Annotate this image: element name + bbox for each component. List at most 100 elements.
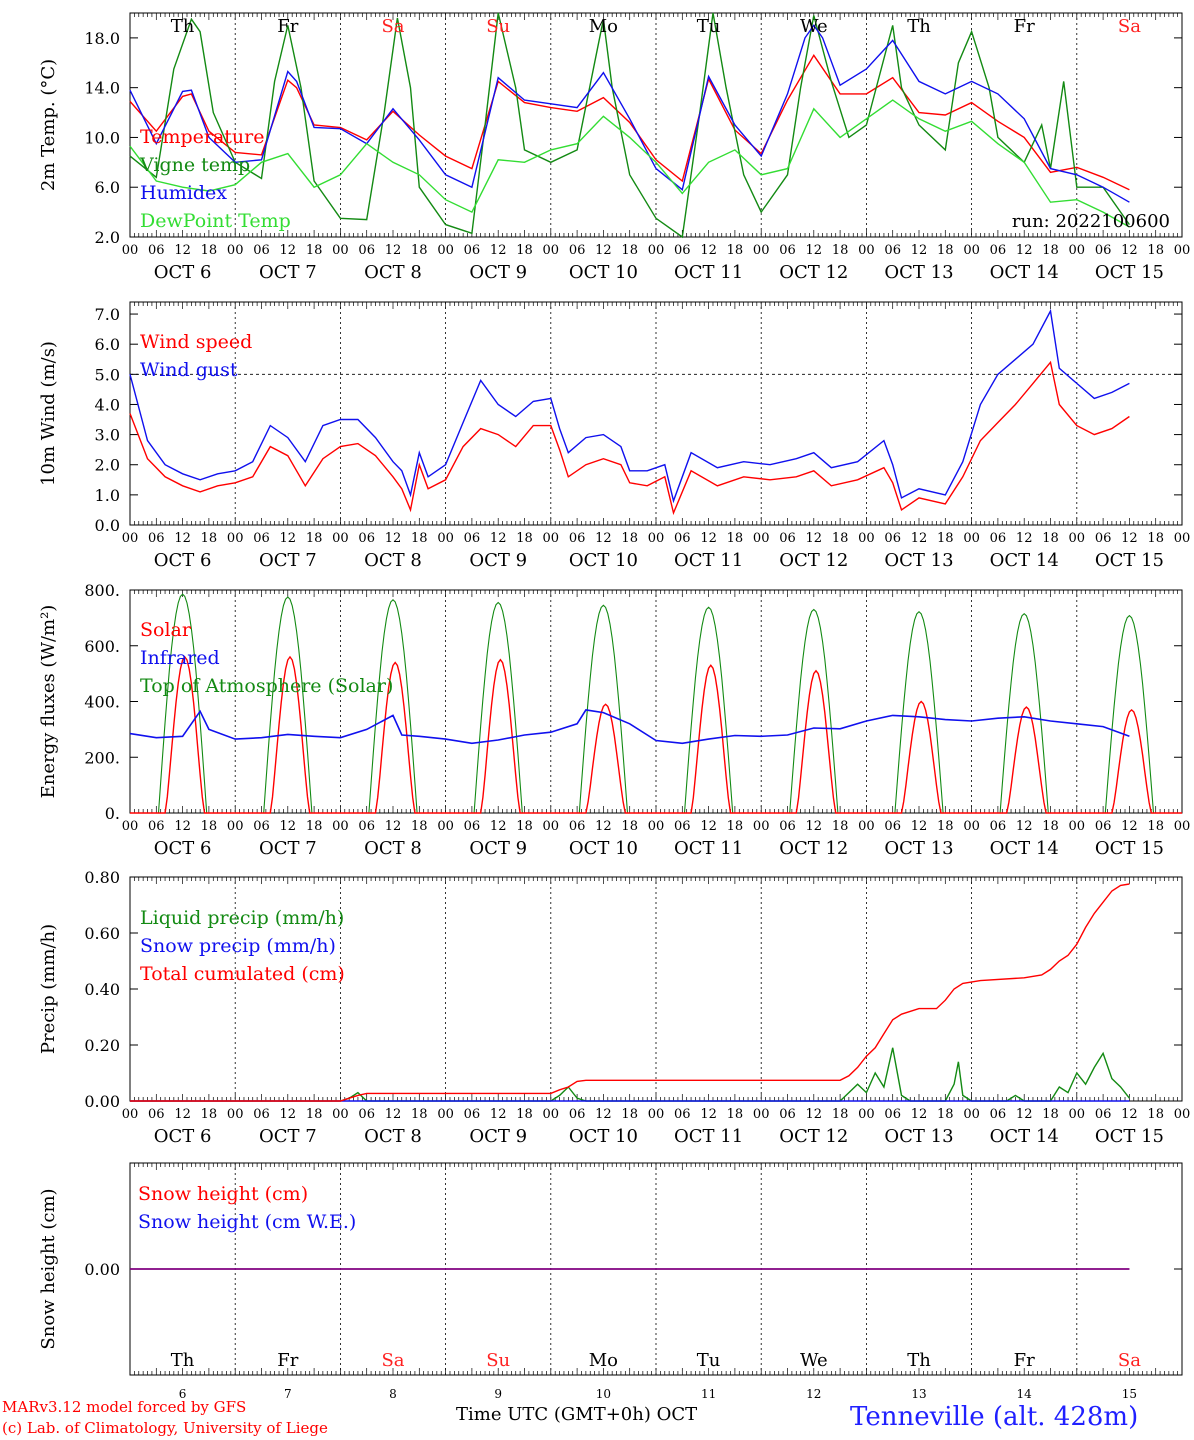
precip-hour-label: 00 <box>227 1107 244 1122</box>
precip-hour-label: 12 <box>806 1107 823 1122</box>
day-letter-top: We <box>800 16 828 37</box>
wind-hour-label: 06 <box>148 531 165 546</box>
wind-hour-label: 00 <box>963 531 980 546</box>
legend-vigne-temp: Vigne temp <box>139 154 250 176</box>
energy-hour-label: 12 <box>174 819 191 834</box>
solar-line <box>1076 708 1182 814</box>
wind-date-label: OCT 7 <box>259 550 317 571</box>
vigne-temp-line <box>129 12 1130 239</box>
temperature-date-label: OCT 15 <box>1095 262 1164 283</box>
temperature-hour-label: 12 <box>911 243 928 258</box>
energy-hour-label: 00 <box>648 819 665 834</box>
toa-solar-line <box>761 608 867 814</box>
toa-solar-line <box>656 606 762 814</box>
energy-hour-label: 18 <box>727 819 744 834</box>
toa-solar-line <box>235 596 341 814</box>
temperature-hour-label: 06 <box>884 243 901 258</box>
wind-hour-label: 18 <box>937 531 954 546</box>
day-number: 12 <box>806 1387 821 1401</box>
temperature-date-label: OCT 7 <box>259 262 317 283</box>
energy-hour-label: 06 <box>358 819 375 834</box>
wind-hour-label: 06 <box>779 531 796 546</box>
temperature-hour-label: 18 <box>201 243 218 258</box>
energy-hour-label: 12 <box>806 819 823 834</box>
energy-ytick-label: 200. <box>84 748 120 767</box>
temperature-hour-label: 18 <box>1147 243 1164 258</box>
solar-line <box>130 655 236 814</box>
day-letter-bottom: Mo <box>589 1350 618 1371</box>
x-axis-title: Time UTC (GMT+0h) OCT <box>456 1404 698 1425</box>
precip-hour-label: 18 <box>727 1107 744 1122</box>
wind-date-label: OCT 13 <box>884 550 953 571</box>
precip-hour-label: 00 <box>122 1107 139 1122</box>
temperature-ytick-label: 10.0 <box>84 128 120 147</box>
precip-hour-label: 06 <box>779 1107 796 1122</box>
precip-date-label: OCT 11 <box>674 1126 743 1147</box>
temperature-hour-label: 06 <box>253 243 270 258</box>
wind-date-label: OCT 12 <box>779 550 848 571</box>
day-letter-bottom: Tu <box>697 1350 721 1371</box>
temperature-hour-label: 18 <box>1042 243 1059 258</box>
precip-hour-label: 06 <box>358 1107 375 1122</box>
energy-hour-label: 18 <box>1147 819 1164 834</box>
energy-hour-label: 06 <box>464 819 481 834</box>
temperature-date-label: OCT 9 <box>469 262 527 283</box>
precip-hour-label: 06 <box>148 1107 165 1122</box>
energy-hour-label: 00 <box>332 819 349 834</box>
legend-dewpoint-temp: DewPoint Temp <box>140 210 291 232</box>
precip-hour-label: 06 <box>1095 1107 1112 1122</box>
solar-line <box>445 658 551 814</box>
wind-date-label: OCT 15 <box>1095 550 1164 571</box>
wind-hour-label: 00 <box>1174 531 1191 546</box>
wind-hour-label: 18 <box>1147 531 1164 546</box>
energy-date-label: OCT 15 <box>1095 838 1164 859</box>
energy-ylabel: Energy fluxes (W/m²) <box>38 605 59 799</box>
wind-hour-label: 00 <box>437 531 454 546</box>
total-cumulated-cm-line <box>130 883 1130 1102</box>
energy-hour-label: 00 <box>753 819 770 834</box>
toa-solar-line <box>340 599 446 814</box>
temperature-hour-label: 18 <box>937 243 954 258</box>
temperature-hour-label: 12 <box>806 243 823 258</box>
energy-hour-label: 00 <box>858 819 875 834</box>
precip-hour-label: 06 <box>569 1107 586 1122</box>
wind-hour-label: 00 <box>648 531 665 546</box>
precip-hour-label: 18 <box>1042 1107 1059 1122</box>
day-letter-top: Su <box>486 16 510 37</box>
temperature-date-label: OCT 11 <box>674 262 743 283</box>
precip-date-label: OCT 15 <box>1095 1126 1164 1147</box>
precip-date-label: OCT 8 <box>364 1126 422 1147</box>
energy-date-label: OCT 12 <box>779 838 848 859</box>
wind-hour-label: 12 <box>806 531 823 546</box>
temperature-hour-label: 12 <box>385 243 402 258</box>
snow-ylabel: Snow height (cm) <box>38 1188 59 1349</box>
day-letter-bottom: We <box>800 1350 828 1371</box>
wind-hour-label: 06 <box>464 531 481 546</box>
wind-ytick-label: 0.0 <box>95 516 120 535</box>
temperature-hour-label: 12 <box>700 243 717 258</box>
wind-hour-label: 18 <box>306 531 323 546</box>
temperature-hour-label: 18 <box>727 243 744 258</box>
lab-credit: (c) Lab. of Climatology, University of L… <box>2 1419 328 1437</box>
day-letter-top: Sa <box>1118 16 1141 37</box>
precip-hour-label: 00 <box>963 1107 980 1122</box>
toa-solar-line <box>866 610 972 814</box>
temperature-hour-label: 12 <box>595 243 612 258</box>
temperature-hour-label: 18 <box>411 243 428 258</box>
wind-date-label: OCT 10 <box>569 550 638 571</box>
temperature-hour-label: 18 <box>621 243 638 258</box>
energy-hour-label: 18 <box>621 819 638 834</box>
temperature-date-label: OCT 6 <box>154 262 212 283</box>
precip-hour-label: 00 <box>858 1107 875 1122</box>
temperature-hour-label: 06 <box>148 243 165 258</box>
legend-solar: Solar <box>140 619 192 641</box>
temperature-ytick-label: 18.0 <box>84 29 120 48</box>
energy-hour-label: 12 <box>490 819 507 834</box>
day-letter-bottom: Sa <box>381 1350 404 1371</box>
solar-line <box>340 661 446 814</box>
day-letter-top: Sa <box>381 16 404 37</box>
temperature-ytick-label: 14.0 <box>84 79 120 98</box>
precip-hour-label: 12 <box>490 1107 507 1122</box>
legend-liquid-precip-mm-h-: Liquid precip (mm/h) <box>140 907 344 929</box>
temperature-hour-label: 18 <box>832 243 849 258</box>
